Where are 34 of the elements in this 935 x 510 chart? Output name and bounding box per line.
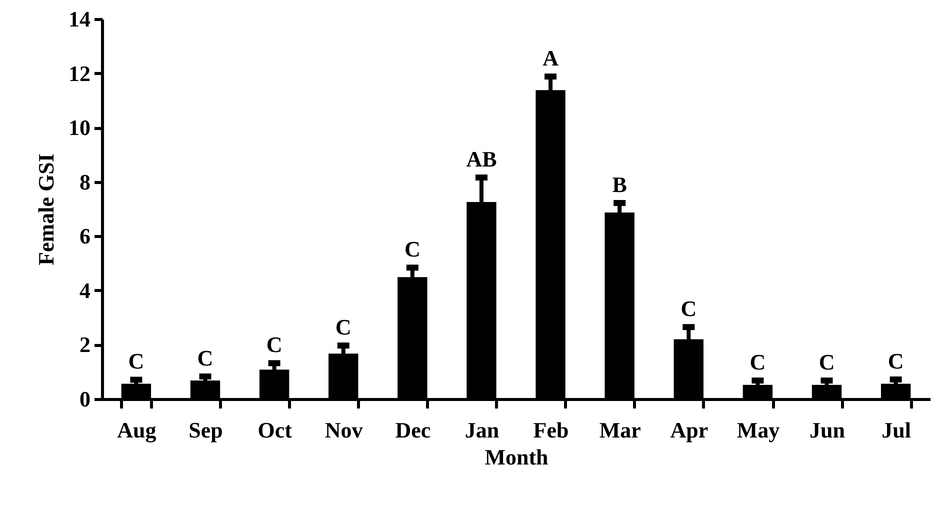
annotation: C <box>128 348 144 374</box>
x-tick-label: Dec <box>395 418 431 442</box>
y-tick-label: 12 <box>68 60 90 86</box>
annotation: C <box>750 350 766 375</box>
y-tick-label: 0 <box>80 386 90 412</box>
x-tick-label: Feb <box>533 418 569 442</box>
x-tick-label: Oct <box>258 418 293 442</box>
x-tick-label: Mar <box>599 418 642 442</box>
x-tick-label: Sep <box>188 418 223 442</box>
annotation: C <box>818 350 835 375</box>
annotation: C <box>197 345 214 370</box>
annotation: C <box>888 348 904 374</box>
x-axis-title: Month <box>484 444 548 470</box>
x-tick-label: Aug <box>117 418 156 442</box>
annotation: C <box>404 236 420 262</box>
y-tick-label: 4 <box>80 278 90 303</box>
y-tick-label: 14 <box>68 6 90 32</box>
y-axis-title: Female GSI <box>34 154 58 266</box>
y-tick-label: 6 <box>80 224 90 249</box>
x-tick-label: Jun <box>810 418 845 442</box>
annotation: AB <box>466 146 498 172</box>
y-tick-label: 2 <box>80 332 90 358</box>
x-tick-label: Jul <box>882 418 911 442</box>
x-tick-label: Nov <box>324 418 363 442</box>
x-tick-label: May <box>736 418 780 442</box>
y-tick-label: 10 <box>68 115 90 140</box>
annotation: C <box>680 296 697 322</box>
x-tick-label: Apr <box>670 418 708 442</box>
x-tick-label: Jan <box>464 418 500 442</box>
annotation: B <box>612 172 628 198</box>
annotation: C <box>335 314 352 340</box>
annotation: C <box>266 332 282 358</box>
annotation: A <box>542 46 559 71</box>
y-tick-label: 8 <box>80 169 90 194</box>
